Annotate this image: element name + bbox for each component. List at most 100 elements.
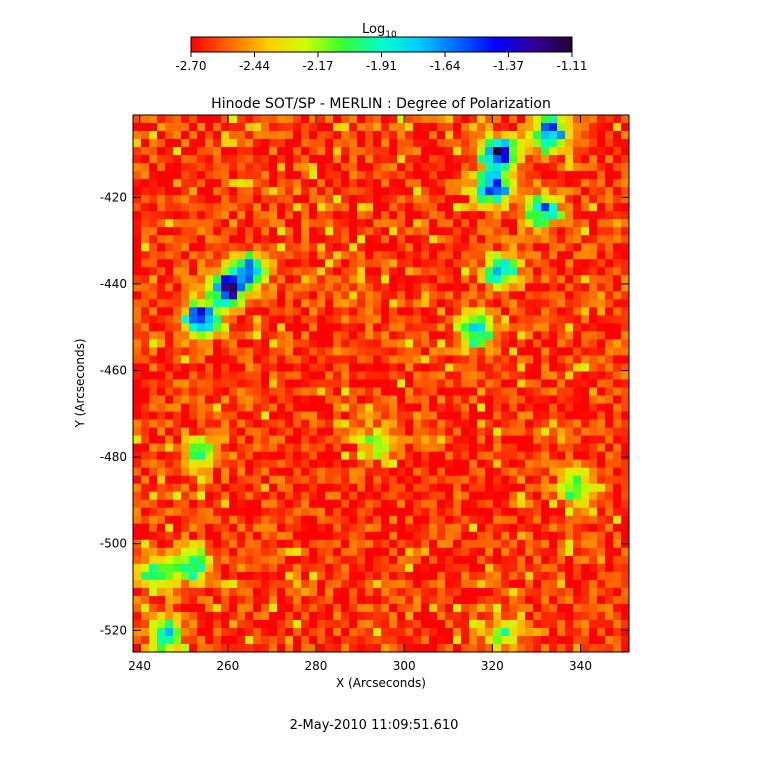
heatmap-cell: [589, 251, 598, 260]
heatmap-cell: [405, 539, 414, 549]
heatmap-cell: [397, 139, 406, 148]
heatmap-cell: [501, 571, 510, 581]
heatmap-cell: [461, 491, 470, 501]
heatmap-cell: [621, 307, 629, 316]
heatmap-cell: [469, 195, 478, 204]
heatmap-cell: [437, 251, 446, 260]
heatmap-cell: [237, 243, 246, 252]
heatmap-cell: [397, 315, 406, 324]
heatmap-cell: [341, 507, 350, 517]
heatmap-cell: [485, 203, 494, 212]
heatmap-cell: [421, 499, 430, 509]
heatmap-cell: [429, 619, 438, 629]
heatmap-cell: [277, 547, 286, 557]
heatmap-cell: [285, 515, 294, 525]
heatmap-cell: [621, 131, 629, 140]
heatmap-cell: [373, 195, 382, 204]
heatmap-cell: [493, 411, 502, 421]
heatmap-cell: [181, 123, 190, 132]
heatmap-cell: [389, 187, 398, 196]
heatmap-cell: [245, 523, 254, 533]
heatmap-cell: [149, 467, 158, 477]
heatmap-cell: [341, 451, 350, 461]
heatmap-cell: [261, 467, 270, 477]
heatmap-cell: [541, 451, 550, 461]
heatmap-cell: [541, 379, 550, 389]
heatmap-cell: [501, 643, 510, 652]
heatmap-cell: [453, 443, 462, 453]
heatmap-cell: [237, 483, 246, 493]
heatmap-cell: [197, 195, 206, 204]
heatmap-cell: [469, 331, 478, 341]
heatmap-cell: [477, 451, 486, 461]
heatmap-cell: [453, 459, 462, 469]
heatmap-cell: [365, 155, 374, 164]
heatmap-cell: [133, 323, 142, 332]
heatmap-cell: [501, 539, 510, 549]
heatmap-cell: [349, 251, 358, 260]
heatmap-cell: [301, 283, 310, 292]
heatmap-cell: [557, 571, 566, 581]
heatmap-cell: [317, 259, 326, 268]
heatmap-cell: [573, 171, 582, 180]
heatmap-cell: [149, 259, 158, 268]
heatmap-cell: [341, 571, 350, 581]
heatmap-cell: [253, 467, 262, 477]
heatmap-cell: [285, 211, 294, 220]
heatmap-cell: [229, 347, 238, 357]
heatmap-cell: [237, 147, 246, 156]
heatmap-cell: [477, 627, 486, 637]
heatmap-cell: [589, 131, 598, 140]
heatmap-cell: [325, 435, 334, 445]
heatmap-cell: [477, 539, 486, 549]
heatmap-cell: [469, 179, 478, 188]
heatmap-cell: [341, 643, 350, 652]
heatmap-cell: [301, 243, 310, 252]
heatmap-cell: [269, 603, 278, 613]
heatmap-cell: [245, 635, 254, 645]
heatmap-cell: [613, 603, 622, 613]
heatmap-cell: [413, 371, 422, 381]
heatmap-cell: [405, 355, 414, 365]
heatmap-cell: [317, 131, 326, 140]
heatmap-cell: [477, 187, 486, 196]
heatmap-cell: [165, 435, 174, 445]
heatmap-cell: [413, 499, 422, 509]
heatmap-cell: [565, 451, 574, 461]
heatmap-cell: [597, 331, 606, 341]
heatmap-cell: [181, 595, 190, 605]
heatmap-cell: [269, 587, 278, 597]
heatmap-cell: [133, 563, 142, 573]
heatmap-cell: [469, 603, 478, 613]
heatmap-cell: [317, 211, 326, 220]
heatmap-cell: [373, 539, 382, 549]
heatmap-cell: [333, 387, 342, 397]
heatmap-cell: [293, 507, 302, 517]
heatmap-cell: [245, 179, 254, 188]
heatmap-cell: [613, 499, 622, 509]
heatmap-cell: [389, 331, 398, 341]
heatmap-cell: [141, 155, 150, 164]
heatmap-cell: [501, 419, 510, 429]
heatmap-cell: [213, 627, 222, 637]
heatmap-cell: [229, 411, 238, 421]
heatmap-cell: [189, 587, 198, 597]
heatmap-cell: [613, 467, 622, 477]
heatmap-cell: [197, 595, 206, 605]
heatmap-cell: [597, 155, 606, 164]
heatmap-cell: [437, 627, 446, 637]
heatmap-cell: [397, 227, 406, 236]
heatmap-cell: [341, 619, 350, 629]
heatmap-cell: [565, 347, 574, 357]
heatmap-cell: [437, 347, 446, 357]
heatmap-cell: [493, 619, 502, 629]
heatmap-cell: [485, 187, 494, 196]
heatmap-cell: [477, 171, 486, 180]
heatmap-cell: [269, 347, 278, 357]
heatmap-cell: [285, 115, 294, 124]
heatmap-cell: [493, 459, 502, 469]
heatmap-cell: [141, 571, 150, 581]
heatmap-cell: [341, 483, 350, 493]
heatmap-cell: [357, 363, 366, 373]
heatmap-cell: [405, 219, 414, 228]
